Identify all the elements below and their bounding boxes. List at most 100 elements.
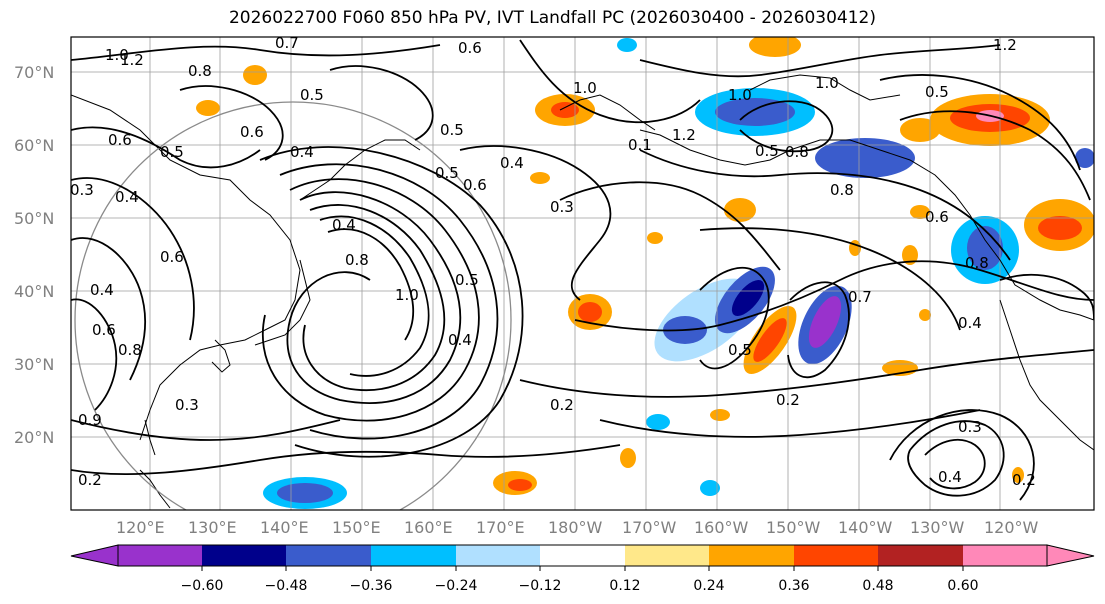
contour-label: 0.5 (160, 143, 184, 161)
contour-label: 0.6 (463, 176, 487, 194)
contour-label: 0.5 (728, 341, 752, 359)
contour-label: 0.5 (435, 164, 459, 182)
contour-label: 0.4 (290, 143, 314, 161)
contour-label: 0.4 (958, 314, 982, 332)
contour-label: 0.8 (345, 251, 369, 269)
contour-label: 0.5 (455, 271, 479, 289)
contour-label: 0.4 (448, 331, 472, 349)
contour-label: 0.2 (1012, 471, 1036, 489)
lon-label: 120°E (116, 518, 165, 537)
lon-label: 160°E (404, 518, 453, 537)
lon-label: 170°W (622, 518, 677, 537)
lat-label: 30°N (14, 355, 54, 374)
colorbar-segment (456, 545, 540, 566)
contour-label: 1.2 (993, 36, 1017, 54)
contour-label: 0.8 (830, 181, 854, 199)
contour-label: 0.3 (70, 181, 94, 199)
colorbar-segment (709, 545, 794, 566)
contour-label: 0.2 (550, 396, 574, 414)
lon-label: 150°E (332, 518, 381, 537)
longitude-labels: 120°E 130°E 140°E 150°E 160°E 170°E 180°… (116, 518, 1039, 537)
lon-label: 120°W (984, 518, 1039, 537)
contour-label: 0.8 (188, 62, 212, 80)
contour-label: 1.2 (120, 51, 144, 69)
contour-label: 0.5 (755, 142, 779, 160)
colorbar-segment (878, 545, 963, 566)
contour-label: 0.4 (90, 281, 114, 299)
lat-label: 60°N (14, 136, 54, 155)
colorbar-tick: −0.24 (435, 578, 478, 594)
contour-label: 0.7 (848, 288, 872, 306)
contour-label: 1.0 (573, 79, 597, 97)
lat-label: 50°N (14, 209, 54, 228)
colorbar-tick: −0.36 (350, 578, 393, 594)
contour-label: 0.8 (118, 341, 142, 359)
lon-label: 160°W (694, 518, 749, 537)
colorbar-segment (963, 545, 1047, 566)
contour-label: 0.6 (108, 131, 132, 149)
pv-contours (71, 39, 1094, 501)
contour-label: 0.8 (965, 254, 989, 272)
lat-label: 20°N (14, 428, 54, 447)
lon-label: 140°E (260, 518, 309, 537)
colorbar-segment (286, 545, 371, 566)
contour-label: 1.0 (728, 86, 752, 104)
contour-label: 0.4 (332, 216, 356, 234)
colorbar-tick: 0.24 (693, 578, 724, 594)
contour-label: 0.7 (275, 34, 299, 52)
contour-label: 1.2 (672, 126, 696, 144)
contour-label: 0.8 (785, 143, 809, 161)
lat-label: 40°N (14, 282, 54, 301)
colorbar-tick: 0.12 (609, 578, 640, 594)
lon-label: 140°W (838, 518, 893, 537)
contour-label: 0.4 (938, 468, 962, 486)
contour-label: 0.6 (92, 321, 116, 339)
contour-label: 0.9 (78, 411, 102, 429)
latitude-labels: 70°N 60°N 50°N 40°N 30°N 20°N (14, 63, 54, 447)
contour-label: 0.6 (925, 208, 949, 226)
lon-label: 130°W (910, 518, 965, 537)
contour-label: 0.5 (925, 83, 949, 101)
colorbar-segment (371, 545, 456, 566)
contour-label: 0.2 (776, 391, 800, 409)
colorbar-tick: 0.60 (947, 578, 978, 594)
contour-label: 1.0 (105, 46, 129, 64)
colorbar-segment (794, 545, 878, 566)
contour-label: 0.3 (550, 198, 574, 216)
contour-label: 0.1 (628, 136, 652, 154)
colorbar-segment (202, 545, 286, 566)
lon-label: 150°W (766, 518, 821, 537)
contour-label: 0.6 (240, 123, 264, 141)
contour-label: 1.0 (395, 286, 419, 304)
contour-label: 0.5 (440, 121, 464, 139)
contour-label: 0.4 (500, 154, 524, 172)
shading-layer (196, 37, 1094, 509)
colorbar-extend-min (70, 544, 119, 567)
contour-label: 0.4 (115, 188, 139, 206)
map-area: 1.0 0.8 0.6 0.5 0.4 0.4 0.6 0.4 0.3 0.6 … (70, 34, 1094, 510)
coastlines (71, 74, 1094, 509)
colorbar-tick: 0.48 (862, 578, 893, 594)
colorbar-tick: −0.12 (519, 578, 562, 594)
lon-label: 180°W (548, 518, 603, 537)
contour-label: 0.3 (958, 418, 982, 436)
colorbar-tick: −0.48 (265, 578, 308, 594)
contour-label: 1.0 (815, 74, 839, 92)
contour-label: 0.6 (160, 248, 184, 266)
map-frame (70, 36, 1095, 511)
colorbar-segment (118, 545, 202, 566)
reference-circle (74, 101, 512, 510)
colorbar: −0.60 −0.48 −0.36 −0.24 −0.12 0.12 0.24 … (70, 544, 1095, 594)
contour-labels: 1.0 0.8 0.6 0.5 0.4 0.4 0.6 0.4 0.3 0.6 … (70, 34, 1036, 489)
contour-label: 0.5 (300, 86, 324, 104)
lat-label: 70°N (14, 63, 54, 82)
colorbar-tick: 0.36 (778, 578, 809, 594)
colorbar-extend-max (1046, 544, 1095, 567)
lon-label: 130°E (188, 518, 237, 537)
colorbar-tick: −0.60 (181, 578, 224, 594)
contour-label: 0.3 (175, 396, 199, 414)
colorbar-outline (117, 544, 1048, 567)
lon-label: 170°E (476, 518, 525, 537)
map-title: 2026022700 F060 850 hPa PV, IVT Landfall… (228, 8, 876, 28)
